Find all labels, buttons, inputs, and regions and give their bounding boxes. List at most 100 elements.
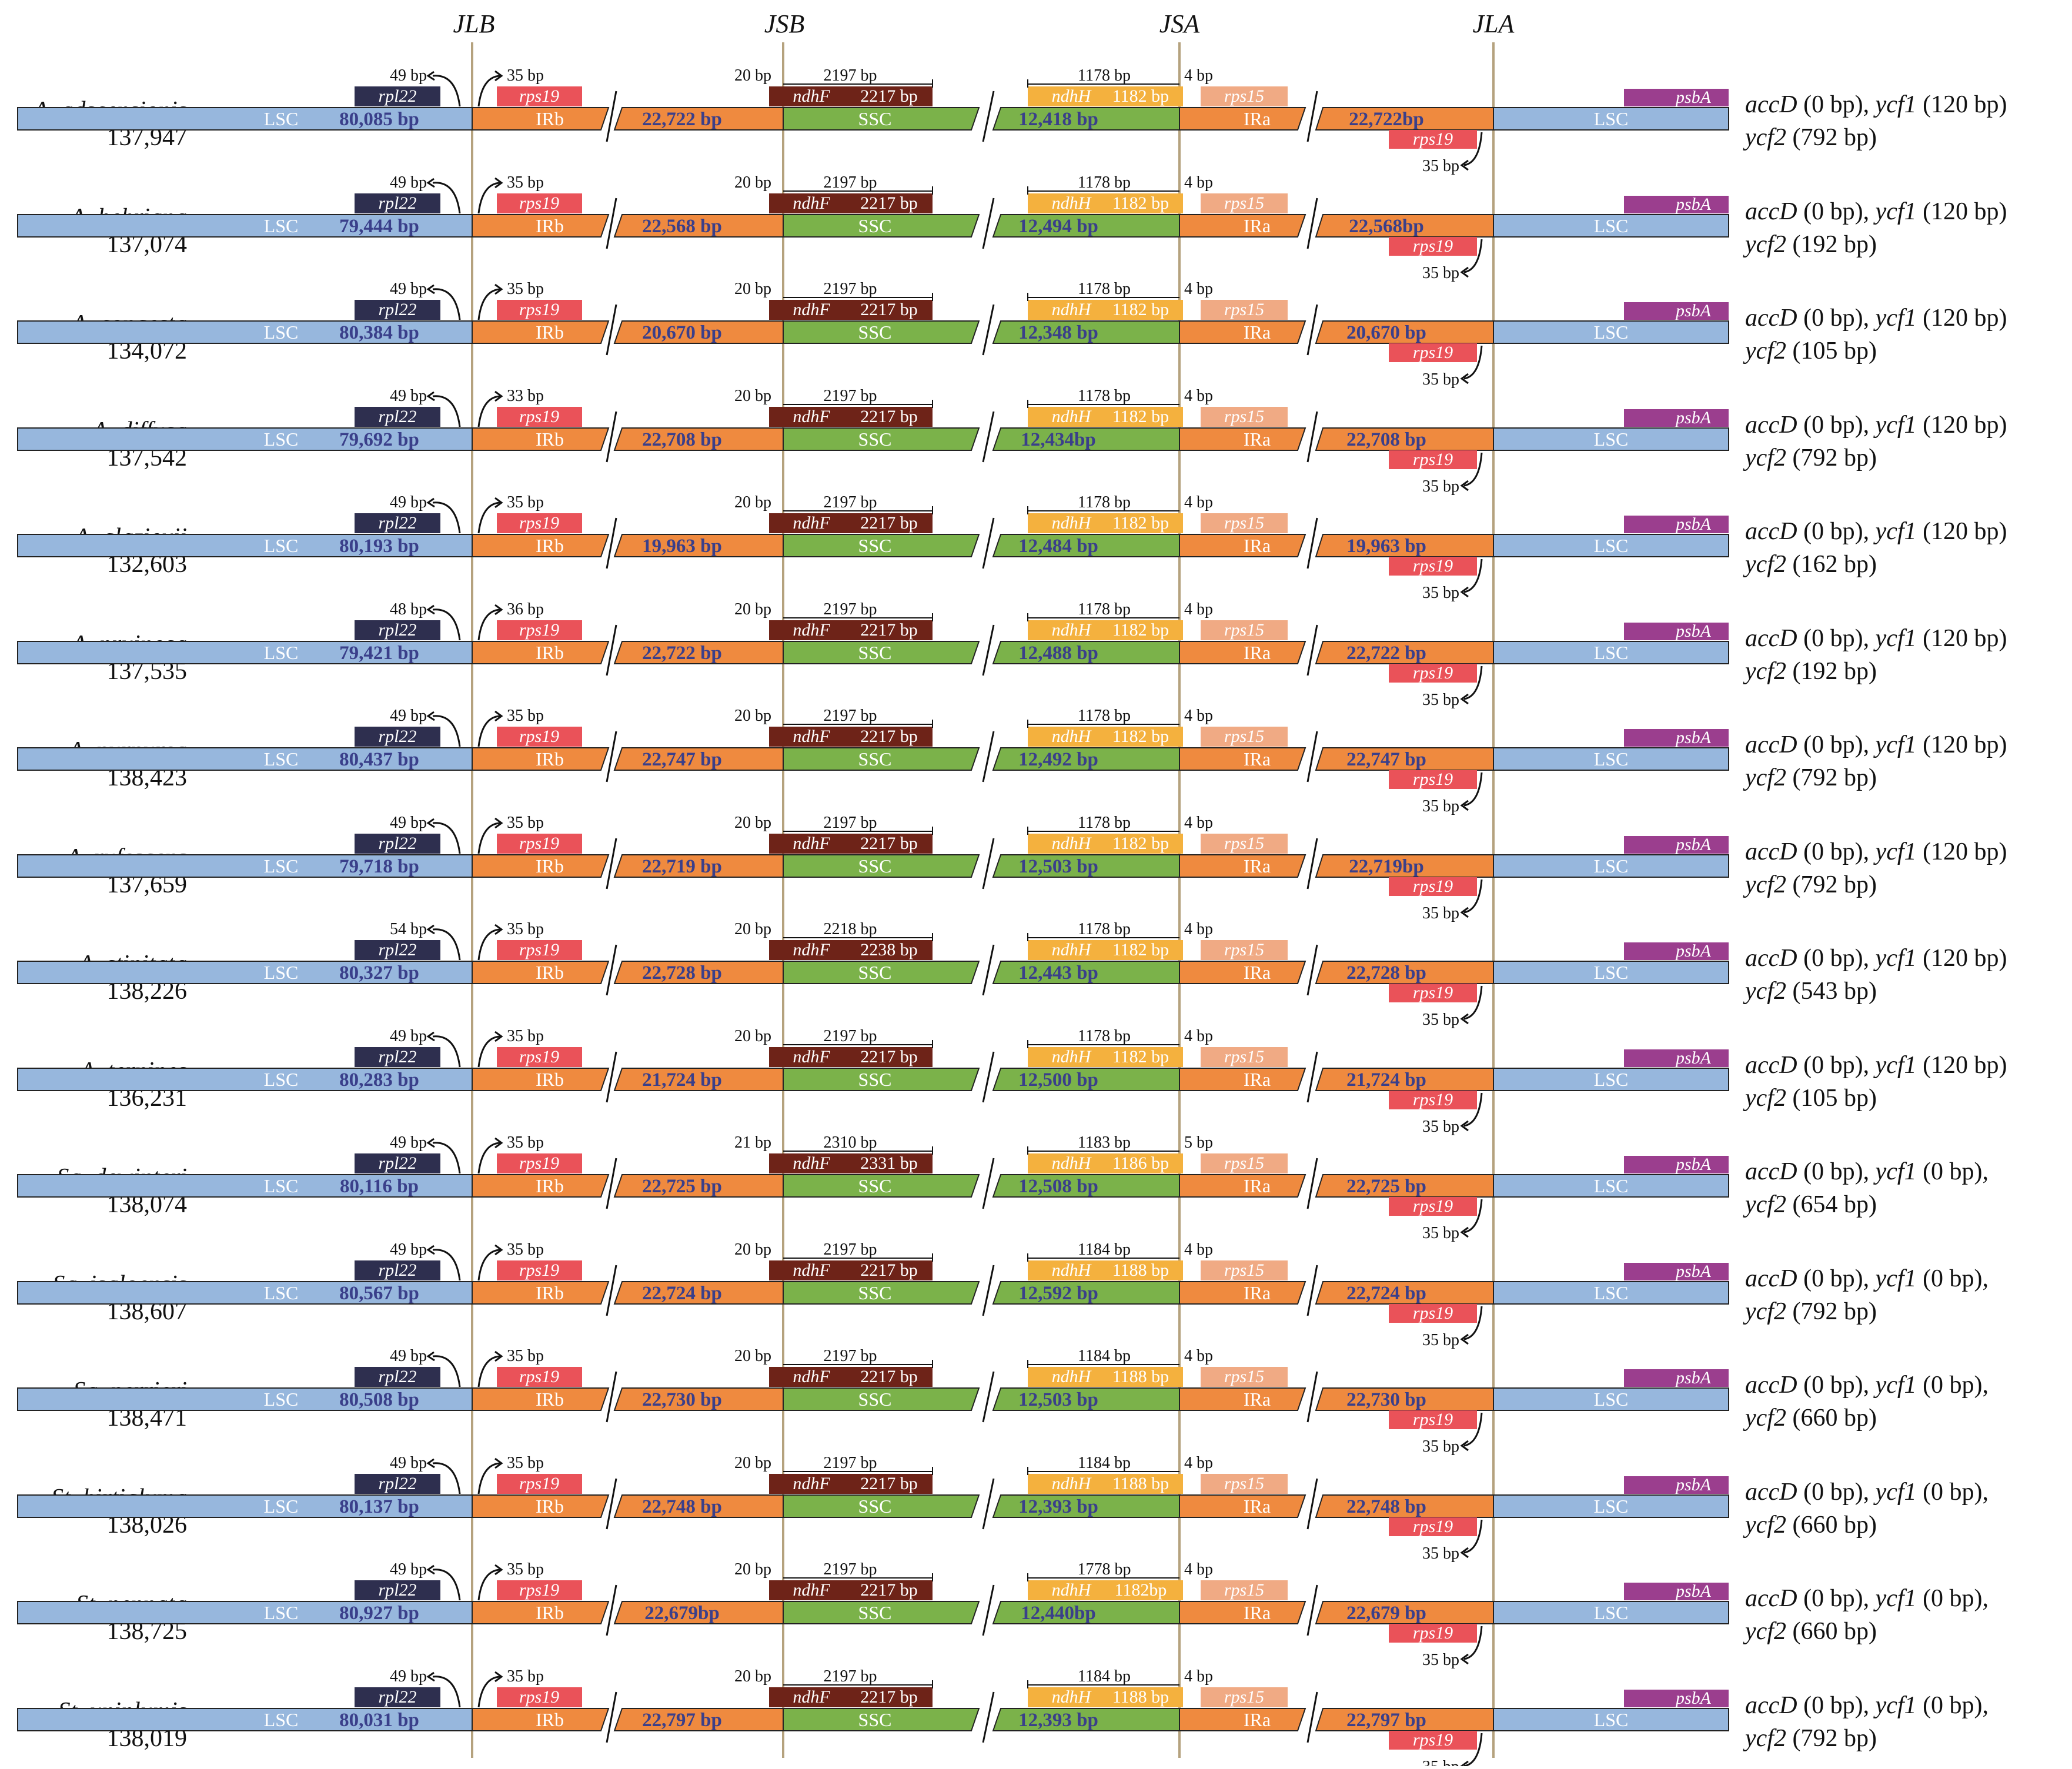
jsa-distance: 4 bp: [1184, 173, 1213, 192]
ndhH-gene: [1028, 1260, 1183, 1280]
note-fragment: accD: [1745, 412, 1797, 439]
lsc-segment: [17, 1708, 473, 1731]
lsc-right-segment: [1493, 534, 1729, 557]
psbA-label: psbA: [1675, 1688, 1712, 1708]
rps19-ira-distance: 35 bp: [1422, 157, 1459, 175]
rps19-ira-label: rps19: [1413, 1410, 1453, 1429]
lsc-right-segment: [1493, 1601, 1729, 1624]
ira-length: 22,724 bp: [1346, 1283, 1426, 1304]
ndhF-left-distance: 20 bp: [734, 173, 771, 192]
rps19-gene: [497, 1474, 582, 1494]
note-fragment: (792 bp): [1786, 444, 1877, 471]
break-mark: [606, 1158, 617, 1209]
rps19-ira-label: rps19: [1413, 1090, 1453, 1109]
rpl22-gene: [355, 620, 440, 640]
rps19-arrow: [477, 1462, 500, 1494]
ssc-segment: [783, 747, 980, 771]
rps19-arrow: [477, 928, 500, 961]
arrow-head: [1460, 1013, 1469, 1025]
rps19-distance: 35 bp: [507, 280, 544, 298]
rps19-distance: 36 bp: [507, 600, 544, 618]
rpl22-distance: 49 bp: [390, 1240, 427, 1259]
rps19-label: rps19: [519, 407, 559, 426]
ndhF-label: ndhF: [793, 193, 830, 213]
irb-label: IRb: [536, 1282, 564, 1303]
note-fragment: ycf2: [1743, 337, 1786, 364]
rps15-gene: [1201, 1474, 1288, 1494]
rpl22-distance: 54 bp: [390, 920, 427, 938]
arrow-head: [426, 284, 435, 295]
note-fragment: accD: [1745, 1692, 1797, 1719]
ndhF-gene: [769, 1153, 933, 1173]
rpl22-arrow: [432, 1676, 461, 1708]
rps15-label: rps15: [1224, 1153, 1264, 1173]
rps19-gene: [497, 1580, 582, 1600]
note-fragment: (0 bp),: [1797, 91, 1876, 118]
rps19-ira-gene: [1389, 343, 1477, 362]
rps15-label: rps15: [1224, 1474, 1264, 1493]
ira-length: 22,708 bp: [1346, 429, 1426, 450]
ndhF-length: 2217 bp: [860, 1580, 918, 1600]
rps15-label: rps15: [1224, 727, 1264, 746]
ndhF-gene: [769, 1047, 933, 1067]
arrow-head: [1460, 1120, 1469, 1132]
rpl22-label: rpl22: [378, 940, 416, 959]
arrow-head: [494, 924, 503, 935]
note-fragment: (120 bp): [1917, 945, 2007, 972]
rps19-label: rps19: [519, 1047, 559, 1066]
lsc-right-segment: [1493, 854, 1729, 878]
ira-segment: [1179, 534, 1306, 557]
ndhF-label: ndhF: [793, 1153, 830, 1173]
ndhF-label: ndhF: [793, 727, 830, 746]
boundary-note-1: accD (0 bp), ycf1 (0 bp),: [1745, 1372, 1989, 1399]
ndhH-gene: [1028, 300, 1183, 320]
ssc-segment: [783, 1708, 980, 1731]
ssc-segment: [783, 1387, 980, 1411]
note-fragment: (0 bp),: [1797, 1052, 1876, 1079]
ndhF-left-distance: 21 bp: [734, 1133, 771, 1152]
psbA-label: psbA: [1675, 1048, 1712, 1068]
break-mark: [982, 1478, 995, 1530]
rpl22-arrow: [432, 395, 461, 427]
ndhH-gene: [1028, 620, 1183, 640]
rpl22-label: rpl22: [378, 1047, 416, 1066]
rps19-distance: 35 bp: [507, 493, 544, 511]
lsc-segment: [17, 1068, 473, 1091]
ndhF-label: ndhF: [793, 1474, 830, 1493]
lsc-right-label: LSC: [1594, 215, 1629, 236]
irb-label: IRb: [536, 108, 564, 129]
rps19-label: rps19: [519, 1687, 559, 1707]
arrow-head: [1460, 693, 1469, 705]
psbA-gene: [1624, 729, 1729, 747]
ira-length: 22,719bp: [1349, 856, 1423, 877]
rps19-ira-arrow: [1463, 239, 1483, 273]
lsc-right-label: LSC: [1594, 1602, 1629, 1623]
ssc-segment: [783, 320, 980, 344]
arrow-head: [426, 391, 435, 402]
note-fragment: (120 bp): [1917, 731, 2007, 758]
psbA-label: psbA: [1675, 835, 1712, 854]
rpl22-label: rpl22: [378, 1474, 416, 1493]
ndhH-label: ndhH: [1052, 620, 1092, 640]
ira-length: 22,722 bp: [1346, 643, 1426, 664]
ssc-length: 12,443 bp: [1018, 962, 1098, 984]
rps19-distance: 35 bp: [507, 1667, 544, 1686]
note-fragment: ycf1: [1873, 1052, 1917, 1079]
rps19-gene: [497, 86, 582, 106]
rpl22-label: rpl22: [378, 1687, 416, 1707]
rps15-gene: [1201, 1047, 1288, 1067]
rpl22-distance: 49 bp: [390, 173, 427, 192]
break-mark: [982, 411, 995, 463]
irb-length: 22,797 bp: [642, 1710, 722, 1731]
rps19-ira-label: rps19: [1413, 1517, 1453, 1536]
rps15-label: rps15: [1224, 834, 1264, 853]
rps15-gene: [1201, 940, 1288, 960]
rps15-label: rps15: [1224, 86, 1264, 106]
note-fragment: (0 bp),: [1797, 518, 1876, 545]
rpl22-arrow: [432, 288, 461, 320]
rps19-ira-label: rps19: [1413, 770, 1453, 789]
note-fragment: (192 bp): [1786, 231, 1877, 258]
irb-length: 22,722 bp: [642, 643, 722, 664]
